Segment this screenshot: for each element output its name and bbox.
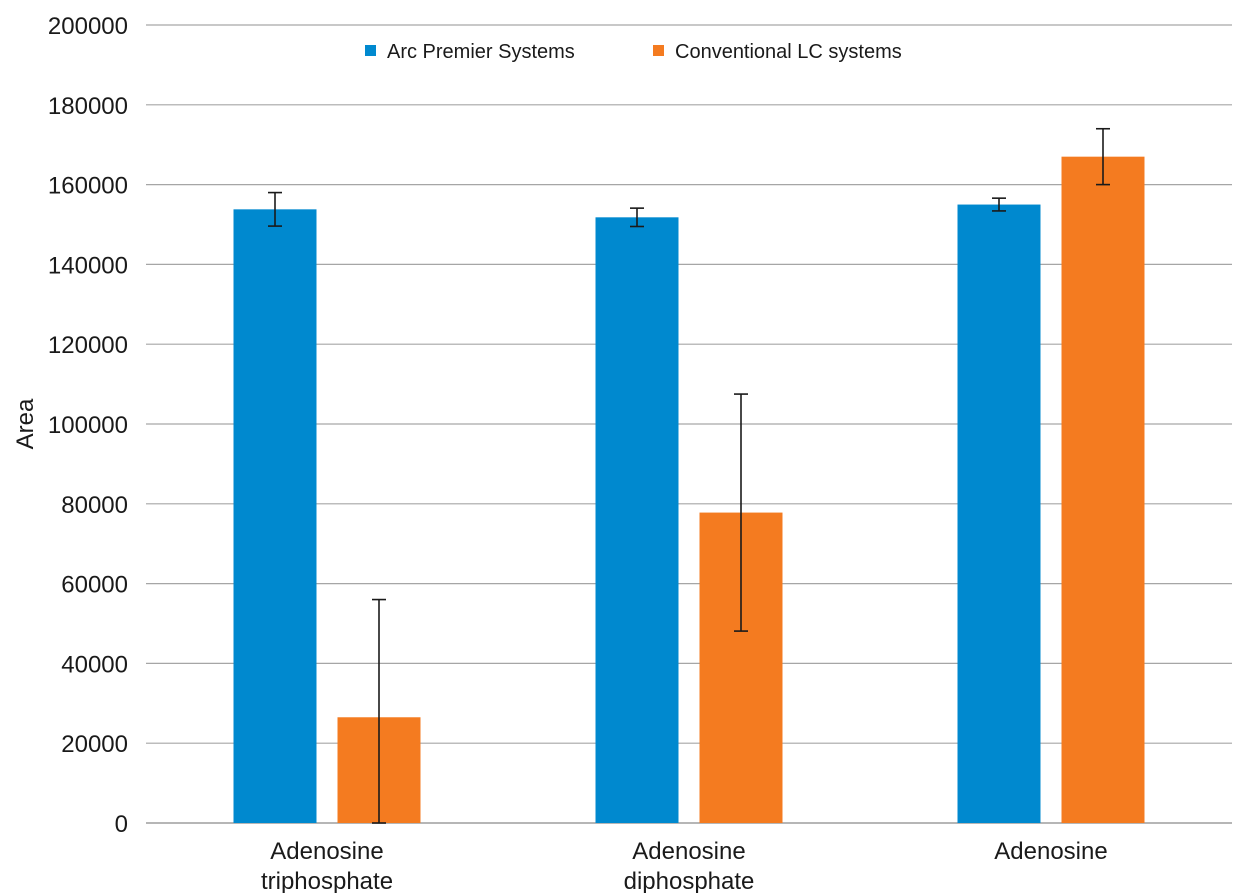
x-category-label: diphosphate xyxy=(624,868,755,893)
legend-label: Conventional LC systems xyxy=(675,41,902,63)
y-tick-label: 160000 xyxy=(48,173,128,200)
legend-swatch xyxy=(365,45,376,56)
bar-arc-premier-2 xyxy=(957,204,1041,824)
y-tick-label: 140000 xyxy=(48,252,128,279)
legend-swatch xyxy=(653,45,664,56)
y-tick-label: 100000 xyxy=(48,412,128,439)
y-tick-label: 0 xyxy=(115,811,128,838)
x-category-label: Adenosine xyxy=(632,838,745,865)
bar-arc-premier-1 xyxy=(595,217,679,823)
y-tick-label: 180000 xyxy=(48,93,128,120)
y-tick-label: 200000 xyxy=(48,13,128,40)
y-tick-label: 120000 xyxy=(48,332,128,359)
y-axis-ticks: 0 20000 40000 60000 80000 100000 120000 140000 1… xyxy=(48,13,128,838)
y-axis-label: Area xyxy=(12,398,39,449)
y-tick-label: 40000 xyxy=(61,651,128,678)
bar-arc-premier-0 xyxy=(233,209,317,823)
bars xyxy=(233,156,1145,824)
x-category-label: Adenosine xyxy=(994,838,1107,865)
y-tick-label: 80000 xyxy=(61,492,128,519)
y-tick-label: 20000 xyxy=(61,731,128,758)
legend-label: Arc Premier Systems xyxy=(387,41,575,63)
x-category-label: Adenosine xyxy=(270,838,383,865)
y-tick-label: 60000 xyxy=(61,572,128,599)
legend: Arc Premier Systems Conventional LC syste… xyxy=(365,41,902,63)
gridlines xyxy=(146,24,1232,824)
bar-conventional-lc-2 xyxy=(1061,156,1145,824)
x-category-label: triphosphate xyxy=(261,868,393,893)
error-bars xyxy=(268,127,1110,824)
x-axis-categories: Adenosine triphosphate Adenosine diphosphat… xyxy=(261,838,1108,893)
